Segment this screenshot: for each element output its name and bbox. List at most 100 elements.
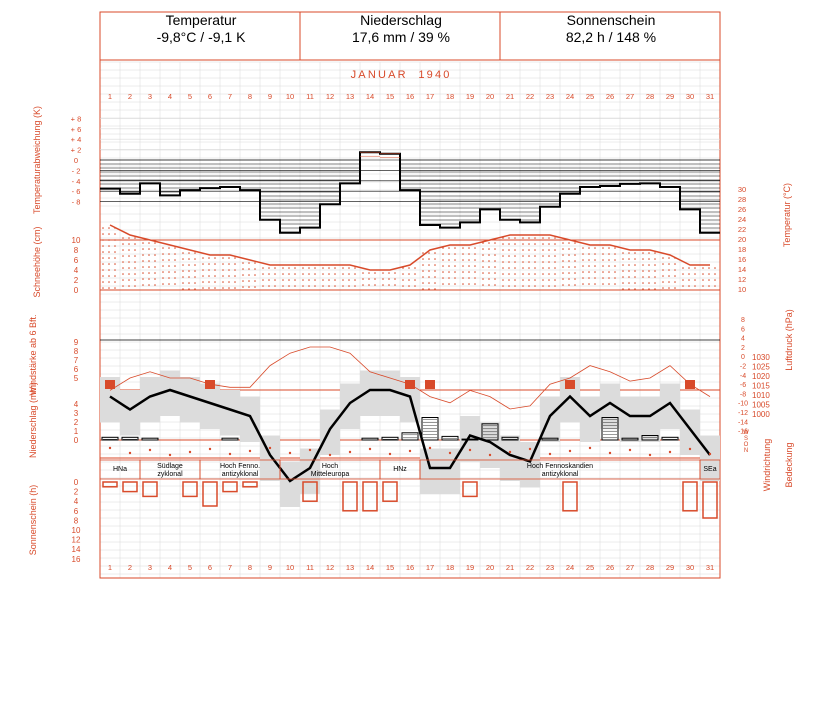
sunshine-bar <box>342 481 358 512</box>
snow-tick: 6 <box>74 256 79 265</box>
snow-dot <box>654 252 656 254</box>
snow-dot <box>542 237 544 239</box>
snow-dot <box>194 252 196 254</box>
temp-right-tick: 28 <box>738 195 746 204</box>
pressure-tick: 1025 <box>752 363 770 372</box>
snow-dot <box>282 267 284 269</box>
day-label-top: 28 <box>646 92 654 101</box>
snow-dot <box>614 283 616 285</box>
snow-dot <box>162 277 164 279</box>
snow-dot <box>154 266 156 268</box>
snow-dot <box>628 288 630 290</box>
snow-dot <box>134 255 136 257</box>
snow-dot <box>594 283 596 285</box>
snow-dot <box>102 239 104 241</box>
snow-dot <box>562 248 564 250</box>
snow-dot <box>234 287 236 289</box>
snow-dot <box>428 252 430 254</box>
snow-dot <box>468 253 470 255</box>
snow-dot <box>214 287 216 289</box>
precip-axis-label: Niederschlag (mm) <box>28 382 38 458</box>
snow-dot <box>522 243 524 245</box>
wind-dir-dot <box>188 450 192 454</box>
snow-dot <box>674 263 676 265</box>
snow-dot <box>168 247 170 249</box>
temp-range-band <box>640 396 660 442</box>
snow-dot <box>662 281 664 283</box>
snow-dot <box>142 266 144 268</box>
snow-dot <box>268 285 270 287</box>
wind-dir-dot <box>328 453 332 457</box>
snow-dot <box>248 280 250 282</box>
day-label-top: 8 <box>248 92 252 101</box>
snow-dot <box>114 233 116 235</box>
snow-dot <box>308 267 310 269</box>
snow-dot <box>148 260 150 262</box>
snow-dot <box>668 269 670 271</box>
snow-dot <box>662 287 664 289</box>
snow-dot <box>514 255 516 257</box>
snow-dot <box>628 282 630 284</box>
day-label-top: 12 <box>326 92 334 101</box>
snow-dot <box>222 263 224 265</box>
weather-type-label: Hoch Fennoskandien <box>527 463 593 470</box>
snow-dot <box>562 254 564 256</box>
snow-dot <box>374 278 376 280</box>
day-label-top: 7 <box>228 92 232 101</box>
weather-type-label: HNz <box>393 466 407 473</box>
snow-dot <box>114 281 116 283</box>
snow-dot <box>554 243 556 245</box>
pressure-axis-label: Luftdruck (hPa) <box>784 309 794 371</box>
snow-dot <box>142 260 144 262</box>
sunshine-bar <box>102 481 118 488</box>
wind-dir-dot <box>228 452 232 456</box>
snow-dot <box>568 260 570 262</box>
snow-dot <box>622 264 624 266</box>
snow-dot <box>102 245 104 247</box>
wind-dir-dot <box>168 453 172 457</box>
snow-dot <box>194 276 196 278</box>
precip-bar <box>401 432 419 441</box>
temp-right-lower-tick: 6 <box>741 326 745 333</box>
snow-dot <box>354 285 356 287</box>
snow-dot <box>522 261 524 263</box>
snow-dot <box>214 257 216 259</box>
header-precip: Niederschlag 17,6 mm / 39 % <box>302 12 500 60</box>
snow-dot <box>162 253 164 255</box>
snow-dot <box>334 279 336 281</box>
temp-right-tick: 12 <box>738 275 746 284</box>
snow-dot <box>168 253 170 255</box>
snow-dot <box>494 278 496 280</box>
anomaly-tick: - 6 <box>72 187 81 196</box>
snow-dot <box>522 267 524 269</box>
snow-dot <box>542 279 544 281</box>
snow-dot <box>474 247 476 249</box>
snow-dot <box>494 266 496 268</box>
snow-dot <box>394 278 396 280</box>
sunshine-tick: 4 <box>74 497 79 506</box>
snow-dot <box>714 267 716 269</box>
temp-range-band <box>540 396 560 442</box>
snow-dot <box>162 259 164 261</box>
snow-dot <box>294 273 296 275</box>
snow-dot <box>134 273 136 275</box>
snow-dot <box>254 274 256 276</box>
snow-dot <box>588 271 590 273</box>
snow-dot <box>668 281 670 283</box>
snow-dot <box>168 259 170 261</box>
wind-marker <box>685 380 695 389</box>
precip-tick: 4 <box>74 400 79 409</box>
snow-dot <box>608 283 610 285</box>
snow-dot <box>682 285 684 287</box>
snow-dot <box>354 279 356 281</box>
snow-dot <box>128 243 130 245</box>
day-label-top: 19 <box>466 92 474 101</box>
snow-dot <box>122 249 124 251</box>
snow-dot <box>488 260 490 262</box>
snow-dot <box>274 285 276 287</box>
temp-range-band <box>660 383 680 429</box>
wind-dir-dot <box>448 451 452 455</box>
snow-dot <box>662 263 664 265</box>
snow-dot <box>542 273 544 275</box>
snow-dot <box>408 279 410 281</box>
